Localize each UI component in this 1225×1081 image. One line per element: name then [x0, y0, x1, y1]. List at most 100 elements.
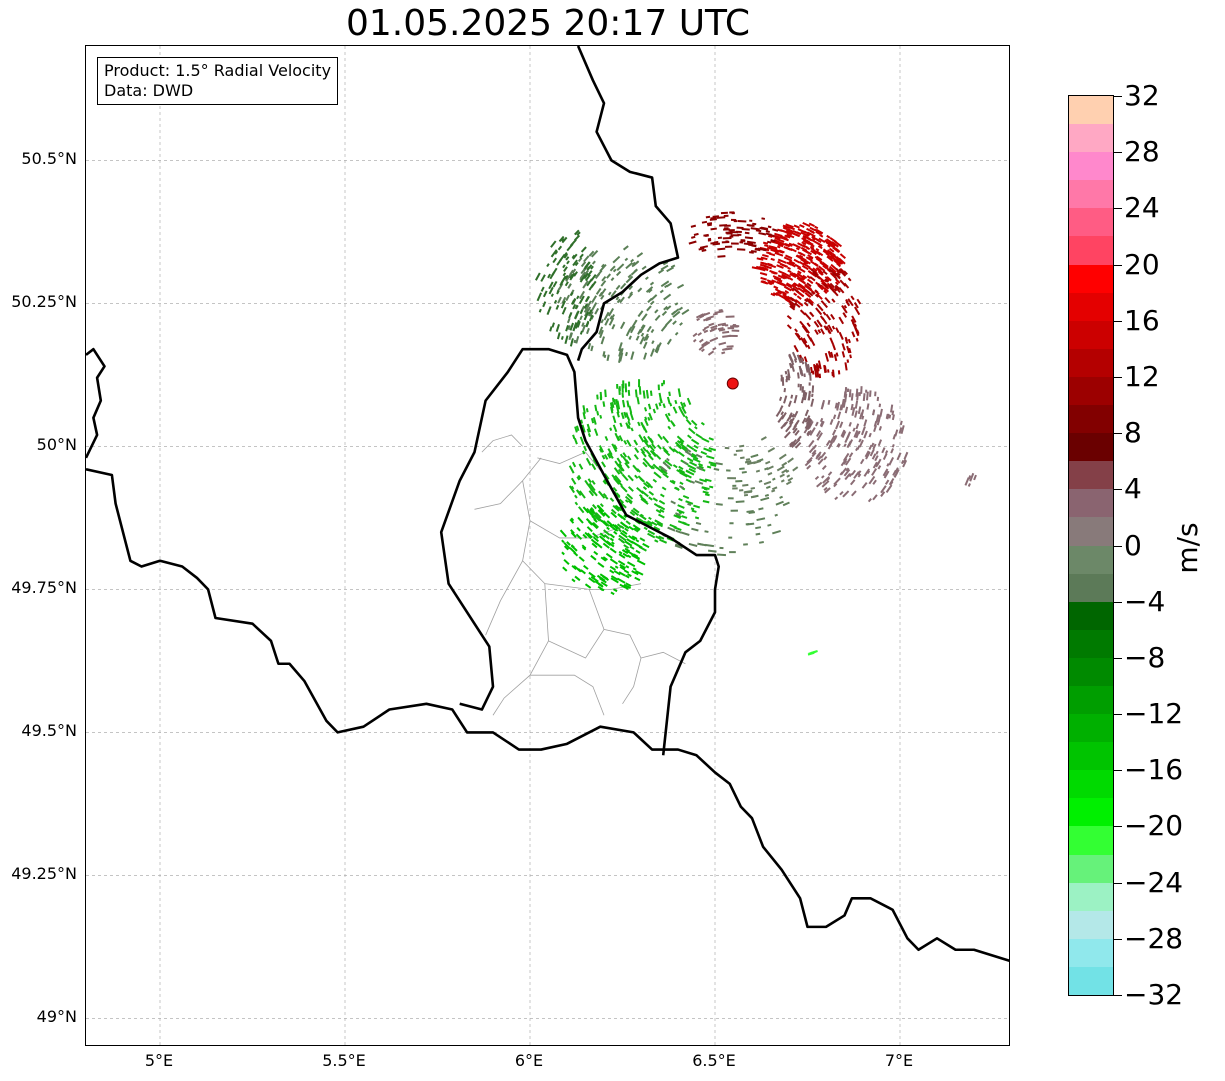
echo-mark	[865, 451, 871, 460]
echo-mark	[585, 457, 592, 466]
echo-mark	[733, 453, 737, 456]
echo-mark	[800, 277, 805, 281]
echo-mark	[806, 231, 816, 238]
echo-mark	[797, 270, 802, 275]
echo-mark	[677, 451, 685, 457]
echo-mark	[701, 437, 710, 443]
echo-mark	[653, 471, 662, 479]
echo-mark	[585, 320, 590, 327]
colorbar-segment	[1069, 854, 1113, 884]
echo-mark	[587, 270, 593, 277]
echo-mark	[600, 294, 605, 300]
echo-mark	[786, 282, 792, 287]
echo-mark	[618, 498, 625, 504]
colorbar-tick	[1114, 657, 1122, 659]
echo-mark	[678, 465, 684, 471]
echo-mark	[969, 472, 975, 482]
echo-mark	[710, 241, 715, 245]
echo-mark	[617, 560, 626, 566]
echo-mark	[593, 428, 599, 436]
echo-mark	[790, 287, 795, 292]
echo-mark	[609, 565, 617, 571]
echo-mark	[602, 556, 608, 561]
radar-map[interactable]	[86, 46, 1010, 1046]
echo-mark	[822, 476, 830, 484]
echo-mark	[785, 424, 792, 433]
echo-mark	[841, 351, 846, 358]
canton-line	[522, 520, 642, 590]
echo-mark	[844, 472, 851, 481]
echo-mark	[808, 222, 815, 228]
echo-mark	[648, 490, 655, 496]
echo-mark	[623, 569, 630, 574]
echo-mark	[804, 409, 810, 417]
echo-mark	[838, 257, 846, 265]
echo-mark	[676, 443, 682, 450]
echo-mark	[783, 431, 791, 439]
echo-mark	[760, 261, 767, 266]
echo-mark	[801, 257, 806, 262]
echo-mark	[729, 211, 735, 214]
echo-mark	[619, 501, 627, 509]
echo-mark	[646, 325, 652, 333]
echo-mark	[840, 429, 846, 437]
echo-mark	[578, 295, 585, 305]
echo-mark	[576, 231, 581, 236]
echo-mark	[594, 514, 603, 523]
echo-mark	[616, 479, 623, 487]
echo-mark	[611, 324, 616, 330]
echo-mark	[759, 271, 768, 276]
echo-mark	[624, 540, 633, 547]
echo-mark	[831, 272, 836, 277]
echo-mark	[642, 542, 650, 549]
canton-line	[485, 560, 523, 636]
echo-mark	[766, 465, 774, 471]
echo-mark	[586, 526, 593, 533]
echo-mark	[582, 450, 586, 455]
echo-mark	[801, 417, 807, 424]
echo-mark	[674, 399, 678, 405]
echo-mark	[838, 331, 844, 340]
echo-mark	[790, 394, 794, 399]
echo-mark	[793, 292, 798, 297]
echo-mark	[618, 537, 625, 544]
echo-mark	[551, 267, 558, 276]
echo-mark	[690, 224, 697, 228]
echo-mark	[827, 244, 831, 248]
echo-mark	[700, 348, 705, 353]
echo-mark	[774, 251, 784, 257]
echo-mark	[622, 245, 629, 251]
echo-mark	[642, 457, 650, 466]
echo-mark	[846, 388, 850, 393]
echo-mark	[599, 414, 603, 419]
echo-mark	[720, 211, 728, 215]
product-info-box: Product: 1.5° Radial Velocity Data: DWD	[97, 57, 339, 105]
echo-mark	[816, 319, 823, 328]
echo-mark	[803, 341, 808, 348]
colorbar-segment	[1069, 545, 1113, 575]
map-frame[interactable]	[85, 45, 1010, 1046]
echo-mark	[784, 234, 791, 239]
echo-mark	[866, 391, 869, 401]
echo-mark	[627, 573, 632, 577]
echo-mark	[892, 434, 897, 440]
echo-mark	[800, 246, 808, 252]
radar-site-marker[interactable]	[726, 377, 739, 390]
echo-mark	[794, 302, 801, 308]
echo-mark	[758, 232, 767, 236]
echo-mark	[784, 290, 790, 294]
echo-mark	[582, 412, 586, 420]
colorbar-segment	[1069, 461, 1113, 490]
echo-mark	[824, 296, 831, 304]
echo-mark	[847, 277, 852, 282]
echo-mark	[601, 454, 606, 460]
echo-mark	[827, 444, 833, 450]
echo-mark	[806, 227, 815, 234]
echo-mark	[587, 510, 595, 518]
echo-mark	[756, 257, 764, 261]
echo-mark	[579, 436, 585, 445]
echo-mark	[578, 490, 586, 499]
echo-mark	[610, 406, 614, 414]
echo-mark	[814, 225, 819, 230]
echo-mark	[641, 265, 647, 271]
